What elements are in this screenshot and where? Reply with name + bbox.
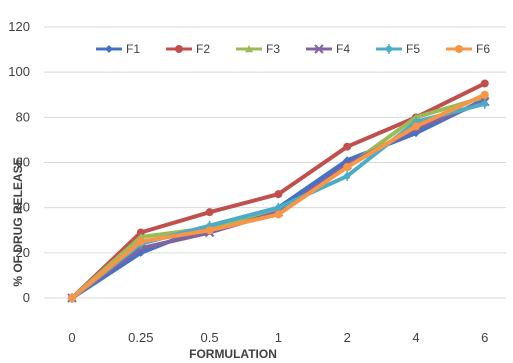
- x-tick-label-0_25: 0.25: [128, 330, 153, 345]
- legend-item-f6: F6: [446, 42, 490, 56]
- legend-label-f1: F1: [126, 42, 140, 56]
- y-tick-label-100: 100: [8, 64, 30, 79]
- legend-marker-f4-stroke-b: [314, 44, 324, 54]
- data-point-f6-6: [480, 90, 489, 99]
- data-point-f6-4: [412, 122, 420, 131]
- legend-label-f3: F3: [266, 42, 280, 56]
- legend: F1 F2 F3 F4 F5 F6: [96, 42, 490, 56]
- y-tick-label-80: 80: [16, 109, 30, 124]
- x-tick-label-6: 6: [481, 330, 488, 345]
- y-tick-labels: 0 20 40 60 80 100 120: [8, 19, 30, 305]
- y-axis-title: % OF DRUG RELEASE: [11, 157, 25, 286]
- y-tick-label-40: 40: [16, 200, 30, 215]
- x-axis-title: FORMULATION: [189, 347, 277, 361]
- x-tick-labels: 0 0.25 0.5 1 2 4 6: [68, 330, 488, 345]
- legend-label-f6: F6: [476, 42, 490, 56]
- x-tick-label-0_5: 0.5: [201, 330, 219, 345]
- data-point-f2-0_5: [205, 208, 214, 217]
- x-tick-label-2: 2: [344, 330, 351, 345]
- data-series: [67, 79, 490, 303]
- data-point-f6-1: [274, 210, 283, 219]
- legend-marker-f6: [455, 45, 463, 53]
- legend-item-f2: F2: [166, 42, 210, 56]
- data-point-f2-2: [343, 142, 352, 151]
- legend-marker-f2: [175, 45, 183, 53]
- data-point-f2-0_25: [136, 228, 145, 237]
- legend-label-f4: F4: [336, 42, 350, 56]
- legend-item-f5: F5: [376, 42, 420, 56]
- y-tick-label-60: 60: [16, 155, 30, 170]
- legend-item-f3: F3: [236, 42, 280, 56]
- y-tick-label-0: 0: [23, 290, 30, 305]
- legend-marker-f5: [385, 44, 393, 54]
- legend-marker-f4: [314, 44, 324, 54]
- data-point-f6-0_5: [205, 226, 214, 235]
- legend-marker-f1: [105, 45, 113, 53]
- y-tick-label-20: 20: [16, 245, 30, 260]
- legend-marker-f3: [245, 45, 253, 53]
- data-point-f6-0_25: [136, 237, 145, 246]
- x-tick-label-0: 0: [68, 330, 75, 345]
- series-line-f5: [70, 101, 487, 300]
- legend-item-f1: F1: [96, 42, 140, 56]
- data-point-f5-2: [344, 171, 351, 182]
- data-point-f6-2: [343, 163, 352, 172]
- legend-item-f4: F4: [306, 42, 350, 56]
- data-point-f6-0: [68, 294, 76, 302]
- y-tick-label-120: 120: [8, 19, 30, 34]
- x-tick-label-1: 1: [275, 330, 282, 345]
- data-point-f2-6: [480, 79, 489, 88]
- series-line-f1: [70, 97, 487, 300]
- legend-label-f5: F5: [406, 42, 420, 56]
- legend-label-f2: F2: [196, 42, 210, 56]
- series-f6: [68, 90, 489, 302]
- data-point-f2-1: [274, 190, 283, 199]
- data-point-f5-6: [481, 98, 488, 109]
- x-tick-label-4: 4: [412, 330, 419, 345]
